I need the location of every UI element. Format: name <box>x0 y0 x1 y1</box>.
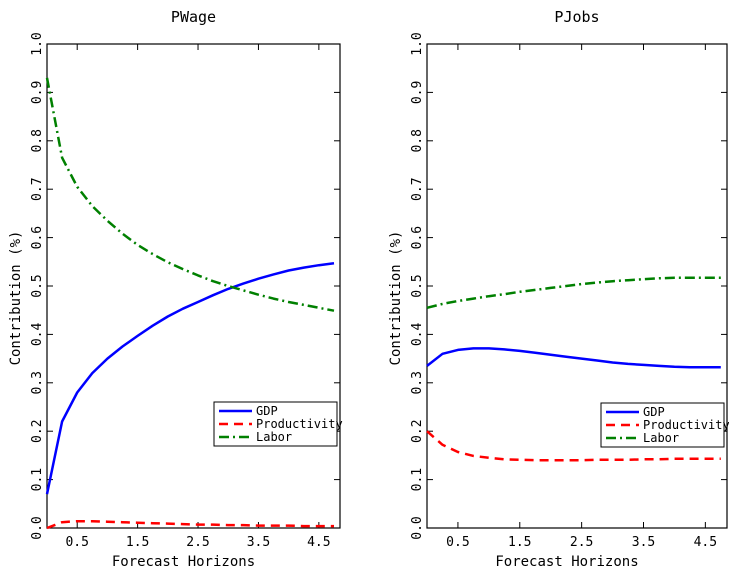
x-axis-label: Forecast Horizons <box>112 554 255 570</box>
y-tick-label: 0.2 <box>410 419 425 442</box>
x-tick-label: 0.5 <box>65 535 88 550</box>
legend-label-labor: Labor <box>643 431 679 445</box>
x-tick-label: 2.5 <box>570 535 593 550</box>
y-axis-label: Contribution (%) <box>8 231 24 366</box>
series-line-labor <box>426 276 721 310</box>
x-tick-label: 4.5 <box>694 535 717 550</box>
chart-title: PJobs <box>554 8 599 26</box>
series-line-labor <box>45 77 335 312</box>
y-tick-label: 0.2 <box>30 419 45 442</box>
y-tick-label: 0.1 <box>30 468 45 491</box>
series-line-productivity <box>426 430 721 462</box>
legend-label-productivity: Productivity <box>643 418 729 432</box>
legend-label-gdp: GDP <box>256 404 278 418</box>
y-tick-label: 0.9 <box>410 81 425 104</box>
y-tick-label: 0.5 <box>410 274 425 297</box>
y-tick-label: 0.4 <box>410 322 425 346</box>
y-tick-label: 0.8 <box>410 129 425 152</box>
y-tick-label: 0.7 <box>410 177 425 200</box>
plot-frame <box>46 43 341 529</box>
legend-label-productivity: Productivity <box>256 417 343 431</box>
series-line-productivity <box>46 519 334 530</box>
series-line-gdp <box>45 262 335 495</box>
y-tick-label: 0.8 <box>30 129 45 152</box>
y-tick-label: 0.5 <box>30 274 45 297</box>
y-tick-label: 0.9 <box>30 81 45 104</box>
y-tick-label: 0.0 <box>410 516 425 539</box>
y-tick-label: 0.3 <box>30 371 45 394</box>
y-tick-label: 0.3 <box>410 371 425 394</box>
chart-panel-1: PWage 0.0 0.1 0.2 0.3 0.4 0.5 0.6 0.7 0.8 0.9 1.0 0.… <box>8 8 343 570</box>
legend-label-labor: Labor <box>256 430 292 444</box>
x-tick-label: 4.5 <box>307 535 330 550</box>
y-tick-label: 0.7 <box>30 177 45 200</box>
chart-title: PWage <box>171 8 216 26</box>
x-tick-label: 2.5 <box>186 535 209 550</box>
y-tick-label: 0.0 <box>30 516 45 539</box>
y-tick-label: 1.0 <box>30 32 45 55</box>
y-tick-label: 1.0 <box>410 32 425 55</box>
series-line-gdp <box>426 347 721 369</box>
x-tick-label: 1.5 <box>126 535 149 550</box>
y-tick-label: 0.6 <box>30 226 45 249</box>
x-axis-label: Forecast Horizons <box>495 554 638 570</box>
x-tick-label: 3.5 <box>247 535 270 550</box>
x-tick-label: 3.5 <box>632 535 655 550</box>
y-tick-label: 0.1 <box>410 468 425 491</box>
x-tick-label: 0.5 <box>446 535 469 550</box>
y-axis-label: Contribution (%) <box>388 231 404 366</box>
chart-panel-2: PJobs 0.0 0.1 0.2 0.3 0.4 0.5 0.6 0.7 0.8 0.9 1.0 0.… <box>388 8 729 570</box>
y-tick-label: 0.4 <box>30 322 45 346</box>
y-tick-label: 0.6 <box>410 226 425 249</box>
legend-label-gdp: GDP <box>643 405 665 419</box>
x-tick-label: 1.5 <box>508 535 531 550</box>
